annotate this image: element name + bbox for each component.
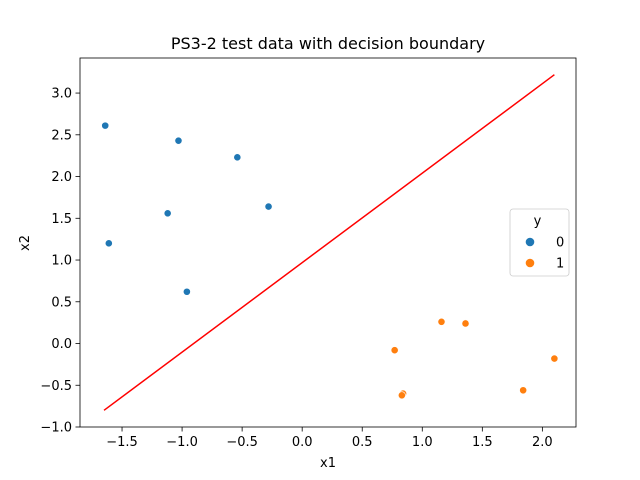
- chart-title: PS3-2 test data with decision boundary: [171, 34, 485, 53]
- y-tick-label: 0.5: [51, 295, 72, 310]
- legend-title: y: [534, 214, 542, 229]
- y-tick-label: −1.0: [40, 421, 72, 436]
- y-tick-label: 2.0: [51, 170, 72, 185]
- x-tick-label: 0.5: [352, 435, 373, 450]
- x-tick-label: −1.0: [166, 435, 198, 450]
- data-point-class-1: [519, 386, 528, 395]
- x-tick-label: −1.5: [106, 435, 138, 450]
- y-tick-label: 1.0: [51, 254, 72, 269]
- data-point-class-0: [182, 287, 191, 296]
- x-tick-label: 0.0: [292, 435, 313, 450]
- y-tick-label: 0.0: [51, 337, 72, 352]
- data-point-class-0: [101, 121, 110, 130]
- data-point-class-0: [233, 153, 242, 162]
- legend-box: [509, 208, 570, 277]
- x-tick-label: −0.5: [226, 435, 258, 450]
- legend-label-1: 1: [556, 257, 564, 272]
- legend-marker-1: [525, 258, 535, 268]
- x-tick-label: 1.0: [412, 435, 433, 450]
- data-point-class-1: [397, 391, 406, 400]
- legend-label-0: 0: [556, 236, 564, 251]
- x-tick-label: 2.0: [532, 435, 553, 450]
- legend-marker-0: [525, 237, 535, 247]
- data-point-class-1: [550, 354, 559, 363]
- y-tick-label: 3.0: [51, 87, 72, 102]
- legend: y0 1: [509, 208, 570, 277]
- x-tick-label: 1.5: [472, 435, 493, 450]
- data-point-class-0: [174, 136, 183, 145]
- data-point-class-0: [104, 239, 113, 248]
- y-tick-label: −0.5: [40, 379, 72, 394]
- y-axis: −1.0 −0.5 0.0 0.5 1.0 1.5 2.0 2.5 3.0: [40, 87, 80, 436]
- data-point-class-1: [390, 346, 399, 355]
- x-axis: −1.5 −1.0 −0.5 0.0 0.5 1.0 1.5 2.0: [106, 427, 553, 450]
- data-point-class-0: [163, 209, 172, 218]
- y-tick-label: 1.5: [51, 212, 72, 227]
- data-point-class-1: [461, 319, 470, 328]
- data-point-class-1: [437, 317, 446, 326]
- data-point-class-0: [264, 202, 273, 211]
- y-tick-label: 2.5: [51, 128, 72, 143]
- y-axis-label: x2: [18, 235, 33, 251]
- decision-boundary-line: [103, 74, 555, 411]
- axes-frame: [79, 57, 577, 428]
- plot-area: [79, 57, 577, 428]
- x-axis-label: x1: [320, 456, 336, 471]
